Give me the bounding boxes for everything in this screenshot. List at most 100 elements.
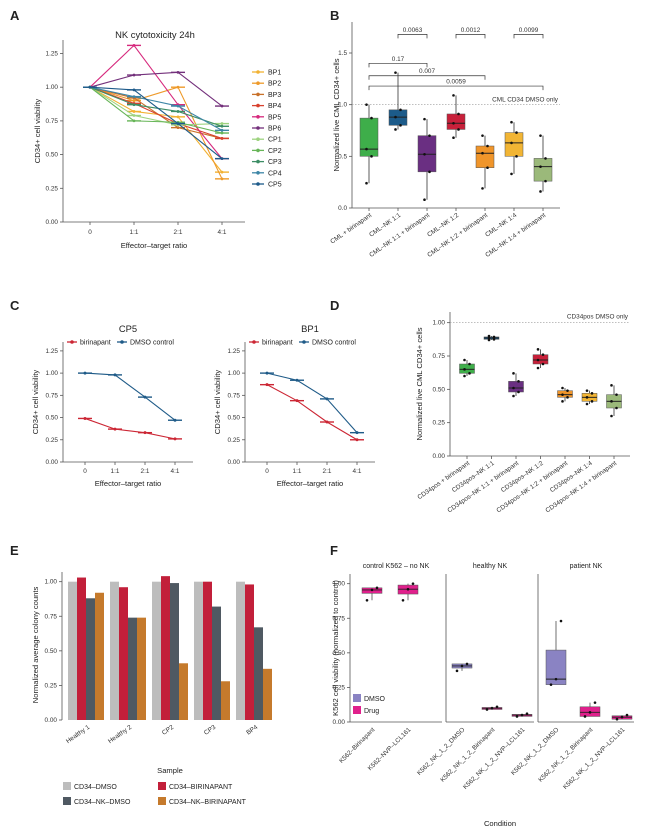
e-bar: [254, 627, 263, 720]
f2-data-point: [460, 664, 464, 668]
a-legend-dot: [256, 92, 260, 97]
a-ytick-label: 0.75: [46, 118, 59, 125]
b-box: [533, 158, 553, 182]
b-box: [504, 132, 524, 157]
b-significance-bracket: [455, 34, 486, 39]
d-data-point: [468, 372, 471, 375]
a-legend-dot: [256, 182, 260, 186]
d-data-point: [536, 366, 540, 370]
c2-xtick-label: 1:1: [293, 468, 302, 475]
d-data-point: [463, 368, 466, 371]
d-ytick-label: 0.00: [433, 453, 446, 460]
f-legend-label: DMSO: [364, 696, 386, 703]
a-point-dot: [88, 85, 92, 89]
b-data-point: [515, 131, 518, 134]
c1-point-dot: [173, 437, 177, 441]
c1-series-line: [84, 417, 176, 440]
c1-ytick-label: 0.75: [46, 392, 59, 399]
d-reference-label: CD34pos DMSO only: [567, 314, 629, 321]
a-series-line-cp2: [89, 86, 223, 134]
c1-legend-dot: [120, 340, 124, 344]
a-legend-dot: [256, 171, 260, 175]
f2-data-point: [495, 705, 499, 709]
a-legend-dot: [256, 81, 260, 85]
b-data-point: [394, 128, 397, 131]
d-data-point: [585, 396, 589, 399]
f1-data-point: [406, 587, 410, 591]
f-legend-swatch: [353, 694, 361, 702]
panel-label-c: C: [10, 298, 20, 313]
d-ytick-label: 0.75: [433, 353, 446, 360]
a-xtick-label: 1:1: [130, 229, 139, 236]
c2-title: BP1: [301, 323, 319, 334]
f2-xtick-label: K562_NK_1_2_Birinapant: [439, 726, 496, 783]
c2-y-axis-title: CD34+ cell viability: [213, 370, 222, 435]
f-y-axis-title: K562 cell viability (normalized to contr…: [331, 580, 340, 716]
f2-data-point: [465, 662, 469, 666]
f-x-axis-title: Condition: [484, 819, 516, 828]
c1-title: CP5: [119, 323, 137, 334]
e-bar: [212, 606, 221, 720]
b-significance-bracket: [368, 85, 544, 91]
d-data-point: [590, 392, 594, 395]
a-point-dot: [176, 104, 180, 108]
d-data-point: [536, 358, 540, 362]
c2-series-line: [266, 384, 358, 441]
c1-legend-label: DMSO control: [130, 340, 174, 347]
panel-a: NK cytotoxicity 24h 0.00 0.25 0.50 0.75 1.00 1…: [33, 29, 282, 250]
a-legend-label: CP4: [268, 170, 282, 177]
panel-label-a: A: [10, 8, 20, 23]
d-y-axis-title: Normalized live CML CD34+ cells: [415, 327, 424, 440]
e-xtick-label: Healthy 1: [65, 724, 91, 745]
b-data-point: [457, 112, 460, 116]
f1-xtick-label: K562–Birinapant: [338, 726, 377, 765]
d-data-point: [585, 389, 589, 392]
c1-ytick-label: 0.00: [46, 459, 59, 466]
a-xtick-label: 2:1: [174, 229, 183, 236]
f1-data-point: [375, 586, 379, 590]
d-data-point: [487, 336, 491, 340]
e-ytick-label: 0.75: [45, 613, 58, 620]
e-legend-label: CD34–DMSO: [74, 784, 117, 791]
d-data-point: [463, 358, 466, 362]
c2-ytick-label: 0.25: [228, 437, 241, 444]
e-bar: [68, 581, 77, 720]
b-box: [388, 109, 408, 126]
a-point-dot: [176, 126, 180, 130]
b-significance-bracket: [397, 34, 428, 39]
d-data-point: [615, 393, 618, 396]
d-data-point: [541, 362, 545, 366]
c1-legend-dot: [70, 340, 74, 344]
f3-facet-title: patient NK: [570, 563, 603, 570]
a-legend-dot: [256, 115, 260, 119]
e-legend-swatch: [63, 782, 71, 790]
c2-ytick-label: 0.75: [228, 392, 241, 399]
a-series-line-bp6: [89, 71, 223, 107]
f3-xtick-label: K562_NK_1_2_NVP–LCL161: [562, 726, 627, 791]
c1-ytick-label: 1.25: [46, 348, 59, 355]
d-data-point: [492, 335, 496, 339]
c2-point-dot: [325, 397, 329, 401]
e-bar: [137, 617, 146, 720]
c2-xtick-label: 2:1: [323, 468, 332, 475]
e-ytick-label: 1.00: [45, 579, 58, 586]
b-data-point: [539, 165, 542, 168]
d-data-point: [512, 372, 515, 375]
a-legend-label: CP2: [268, 148, 282, 155]
a-ytick-label: 0.25: [46, 185, 59, 192]
c1-point-dot: [83, 416, 87, 420]
a-point-dot: [220, 124, 224, 128]
f3-box: [545, 649, 567, 685]
a-point-dot: [176, 110, 180, 113]
c2-ytick-label: 0.00: [228, 459, 241, 466]
panel-label-d: D: [330, 298, 339, 313]
panel-label-b: B: [330, 8, 339, 23]
f-ytick-label: 0.75: [333, 615, 346, 622]
d-data-point: [487, 334, 491, 338]
d-data-point: [463, 374, 466, 378]
c2-series-line: [266, 372, 358, 434]
e-bar: [263, 668, 272, 720]
c1-series-line: [84, 372, 176, 421]
c1-xtick-label: 2:1: [141, 468, 150, 475]
